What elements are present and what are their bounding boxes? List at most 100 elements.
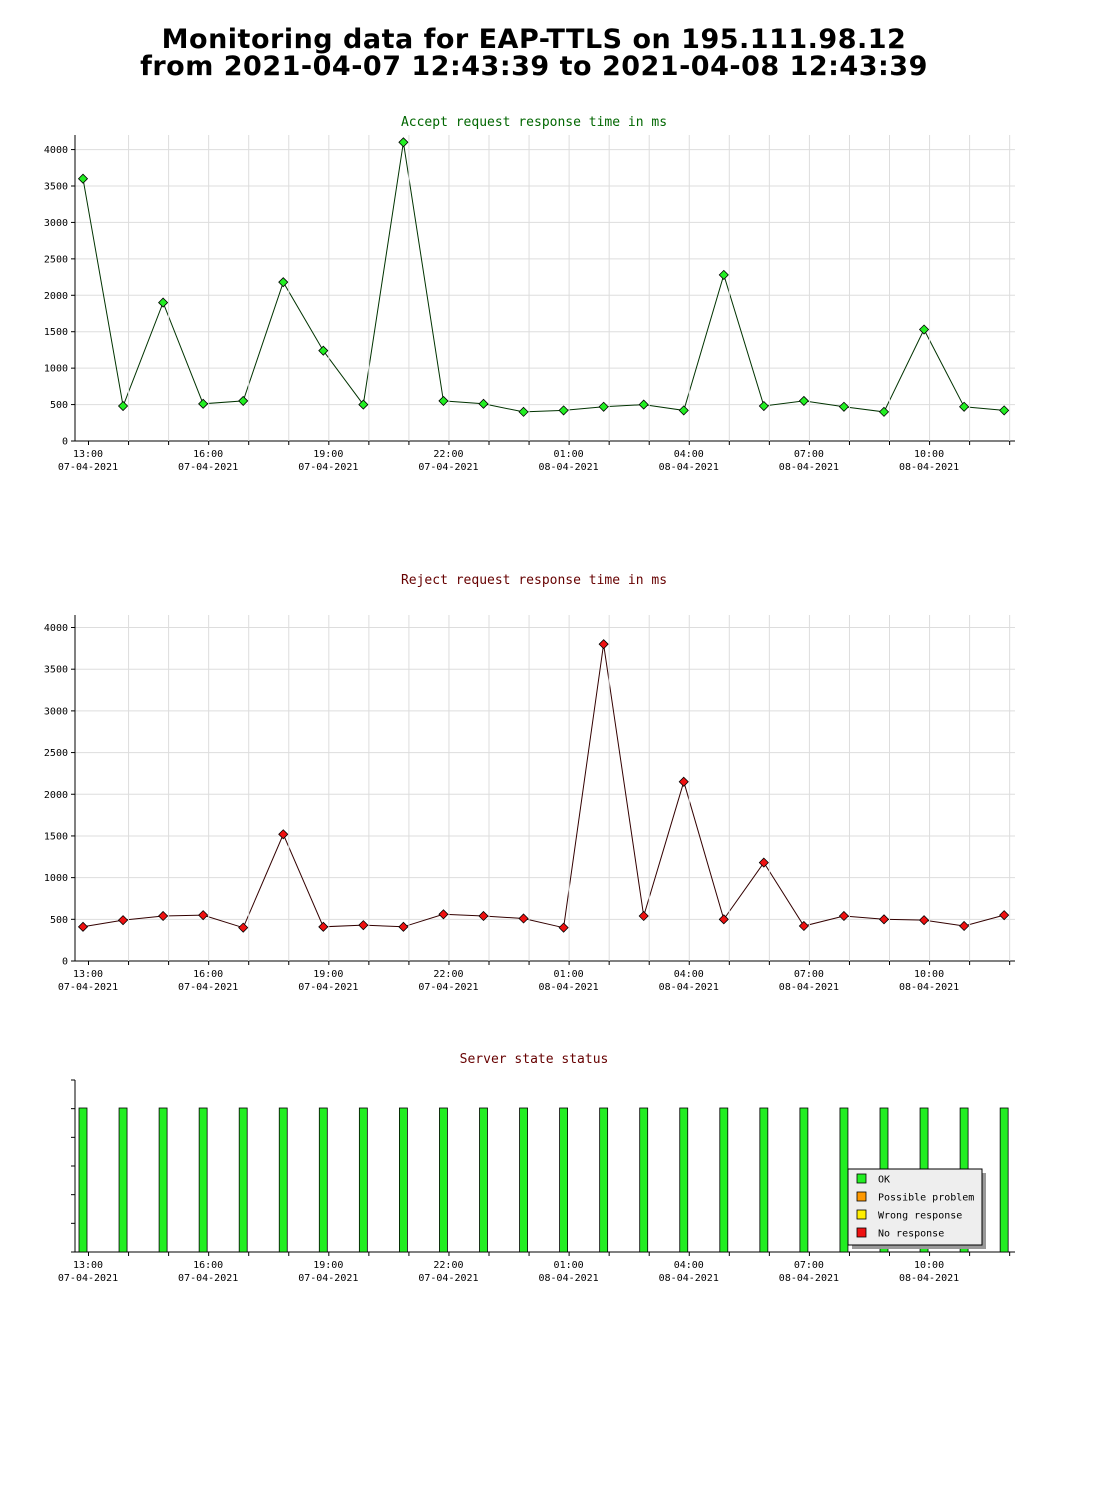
chart-2: Server state status OK Possible problem Wro… bbox=[71, 1052, 1015, 1253]
x-tick-label-time: 22:00 bbox=[433, 449, 463, 460]
page-title-line1: Monitoring data for EAP-TTLS on 195.111.… bbox=[161, 24, 907, 55]
x-tick-label-time: 13:00 bbox=[73, 449, 103, 460]
data-point bbox=[278, 829, 289, 840]
x-tick-label-time: 01:00 bbox=[554, 969, 584, 980]
status-bar bbox=[198, 1107, 208, 1253]
x-tick-label-date: 07-04-2021 bbox=[58, 1273, 118, 1284]
data-point bbox=[77, 173, 89, 184]
status-bar bbox=[118, 1107, 128, 1253]
x-tick-label-time: 19:00 bbox=[313, 969, 343, 980]
x-grid-0 bbox=[128, 135, 1011, 441]
chart-title: Accept request response time in ms bbox=[401, 115, 667, 130]
data-point bbox=[678, 405, 689, 416]
x-tick-label-date: 07-04-2021 bbox=[178, 1273, 238, 1284]
series-line bbox=[82, 142, 1005, 413]
status-bar bbox=[318, 1107, 328, 1253]
series-line bbox=[82, 644, 1005, 929]
chart-1: Reject request response time in ms 0 500 10… bbox=[44, 573, 1015, 968]
x-grid-1 bbox=[128, 615, 1011, 961]
data-point bbox=[198, 398, 209, 409]
legend-label: Possible problem bbox=[878, 1193, 974, 1204]
legend-swatch bbox=[856, 1227, 867, 1238]
page-title-line2: from 2021-04-07 12:43:39 to 2021-04-08 1… bbox=[140, 51, 928, 82]
x-tick-label-time: 19:00 bbox=[313, 1260, 343, 1271]
y-tick-label: 4000 bbox=[44, 623, 68, 634]
x-tick-label-date: 07-04-2021 bbox=[58, 982, 118, 993]
y-tick-label: 0 bbox=[62, 957, 68, 968]
status-bar bbox=[439, 1107, 448, 1253]
data-point bbox=[158, 297, 169, 308]
legend-swatch bbox=[856, 1191, 867, 1202]
y-tick-label: 3000 bbox=[44, 218, 68, 229]
data-point bbox=[358, 920, 369, 931]
legend-label: No response bbox=[878, 1229, 944, 1240]
status-bar bbox=[999, 1107, 1009, 1253]
status-bar bbox=[479, 1107, 488, 1253]
x-tick-label-date: 07-04-2021 bbox=[298, 982, 358, 993]
x-tick-label-date: 08-04-2021 bbox=[779, 462, 839, 473]
data-point bbox=[558, 922, 569, 933]
y-tick-label: 1000 bbox=[44, 873, 68, 884]
x-tick-label-date: 08-04-2021 bbox=[779, 982, 839, 993]
legend: OK Possible problem Wrong response No respo… bbox=[847, 1168, 986, 1249]
status-bar bbox=[639, 1107, 649, 1253]
x-tick-label-date: 07-04-2021 bbox=[58, 462, 118, 473]
x-tick-label-time: 16:00 bbox=[193, 1260, 223, 1271]
x-tick-label-date: 08-04-2021 bbox=[539, 462, 599, 473]
x-tick-label-time: 22:00 bbox=[433, 969, 463, 980]
data-point bbox=[838, 910, 850, 922]
data-point bbox=[718, 269, 729, 280]
x-tick-label-time: 10:00 bbox=[914, 449, 944, 460]
data-point bbox=[758, 857, 769, 868]
y-tick-label: 2000 bbox=[44, 790, 68, 801]
status-bar bbox=[679, 1107, 689, 1253]
legend-label: OK bbox=[878, 1175, 890, 1186]
status-bar bbox=[398, 1107, 408, 1253]
data-point bbox=[918, 324, 930, 335]
status-bar bbox=[158, 1107, 168, 1253]
x-axis-2: 13:00 07-04-2021 16:00 07-04-2021 19:00 07-04… bbox=[58, 1252, 1011, 1284]
chart-title: Server state status bbox=[460, 1052, 609, 1067]
status-bar bbox=[559, 1107, 568, 1253]
y-tick-label: 1500 bbox=[44, 327, 68, 338]
x-tick-label-time: 16:00 bbox=[193, 969, 223, 980]
status-bar bbox=[759, 1107, 769, 1253]
status-bar bbox=[839, 1107, 849, 1253]
x-tick-label-date: 08-04-2021 bbox=[659, 982, 719, 993]
data-point bbox=[478, 398, 489, 409]
x-tick-label-time: 13:00 bbox=[73, 969, 103, 980]
x-tick-label-time: 19:00 bbox=[313, 449, 343, 460]
y-tick-label: 2500 bbox=[44, 254, 68, 265]
data-point bbox=[798, 920, 809, 932]
data-point bbox=[438, 395, 449, 406]
x-tick-label-date: 07-04-2021 bbox=[298, 462, 358, 473]
status-bar bbox=[78, 1107, 88, 1253]
y-tick-label: 0 bbox=[62, 437, 68, 448]
data-point bbox=[278, 277, 289, 288]
x-axis-0: 13:00 07-04-2021 16:00 07-04-2021 19:00 07-04… bbox=[58, 441, 1011, 473]
data-point bbox=[638, 910, 649, 922]
y-tick-label: 3500 bbox=[44, 665, 68, 676]
status-bar bbox=[799, 1107, 809, 1253]
data-point bbox=[598, 639, 609, 650]
x-tick-label-date: 07-04-2021 bbox=[298, 1273, 358, 1284]
data-point bbox=[198, 910, 209, 921]
y-tick-label: 4000 bbox=[44, 145, 68, 156]
x-tick-label-date: 08-04-2021 bbox=[659, 1273, 719, 1284]
x-tick-label-time: 04:00 bbox=[674, 449, 704, 460]
data-point bbox=[358, 399, 369, 410]
legend-label: Wrong response bbox=[878, 1211, 962, 1222]
data-point bbox=[878, 406, 890, 417]
x-tick-label-date: 07-04-2021 bbox=[418, 1273, 478, 1284]
x-tick-label-time: 16:00 bbox=[193, 449, 223, 460]
x-tick-label-time: 01:00 bbox=[554, 1260, 584, 1271]
x-tick-label-date: 08-04-2021 bbox=[899, 982, 959, 993]
data-point bbox=[999, 910, 1010, 921]
data-point bbox=[478, 910, 489, 922]
x-tick-label-time: 07:00 bbox=[794, 969, 824, 980]
x-tick-label-time: 01:00 bbox=[554, 449, 584, 460]
data-point bbox=[438, 909, 449, 920]
x-tick-label-time: 13:00 bbox=[73, 1260, 103, 1271]
y-tick-label: 2000 bbox=[44, 291, 68, 302]
